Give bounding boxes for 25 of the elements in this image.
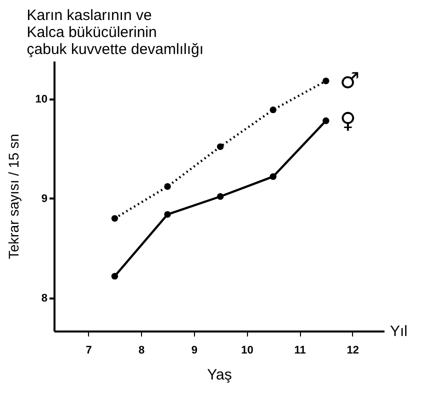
x-tick-label: 11 <box>294 344 306 356</box>
y-tick-label: 10 <box>35 93 48 106</box>
x-tick-label: 8 <box>138 344 145 356</box>
point <box>270 173 276 180</box>
y-tick-label: 9 <box>41 192 48 205</box>
point <box>164 211 171 218</box>
point <box>164 183 171 190</box>
series-label: ♂ <box>340 68 360 94</box>
y-axis-title: Tekrar sayısı / 15 sn <box>5 134 22 260</box>
point <box>216 143 224 150</box>
x-tick-label: 12 <box>346 344 359 356</box>
point <box>111 272 118 280</box>
x-tick-label: 7 <box>86 344 92 356</box>
point <box>322 117 330 124</box>
x-axis-title: Yaş <box>207 366 232 384</box>
y-tick-label: 8 <box>41 292 48 305</box>
x-tick-label: 9 <box>191 344 198 356</box>
text: Yıl <box>390 323 408 340</box>
point <box>270 106 276 114</box>
chart-title: Karın kaslarının ve Kalca bükücülerinin çabuk kuvvette devamlılığı <box>26 7 204 58</box>
point <box>216 193 224 200</box>
series-label: ♀ <box>340 108 356 134</box>
x-tick-label: 10 <box>241 344 254 356</box>
point <box>322 78 330 84</box>
point <box>111 215 118 222</box>
